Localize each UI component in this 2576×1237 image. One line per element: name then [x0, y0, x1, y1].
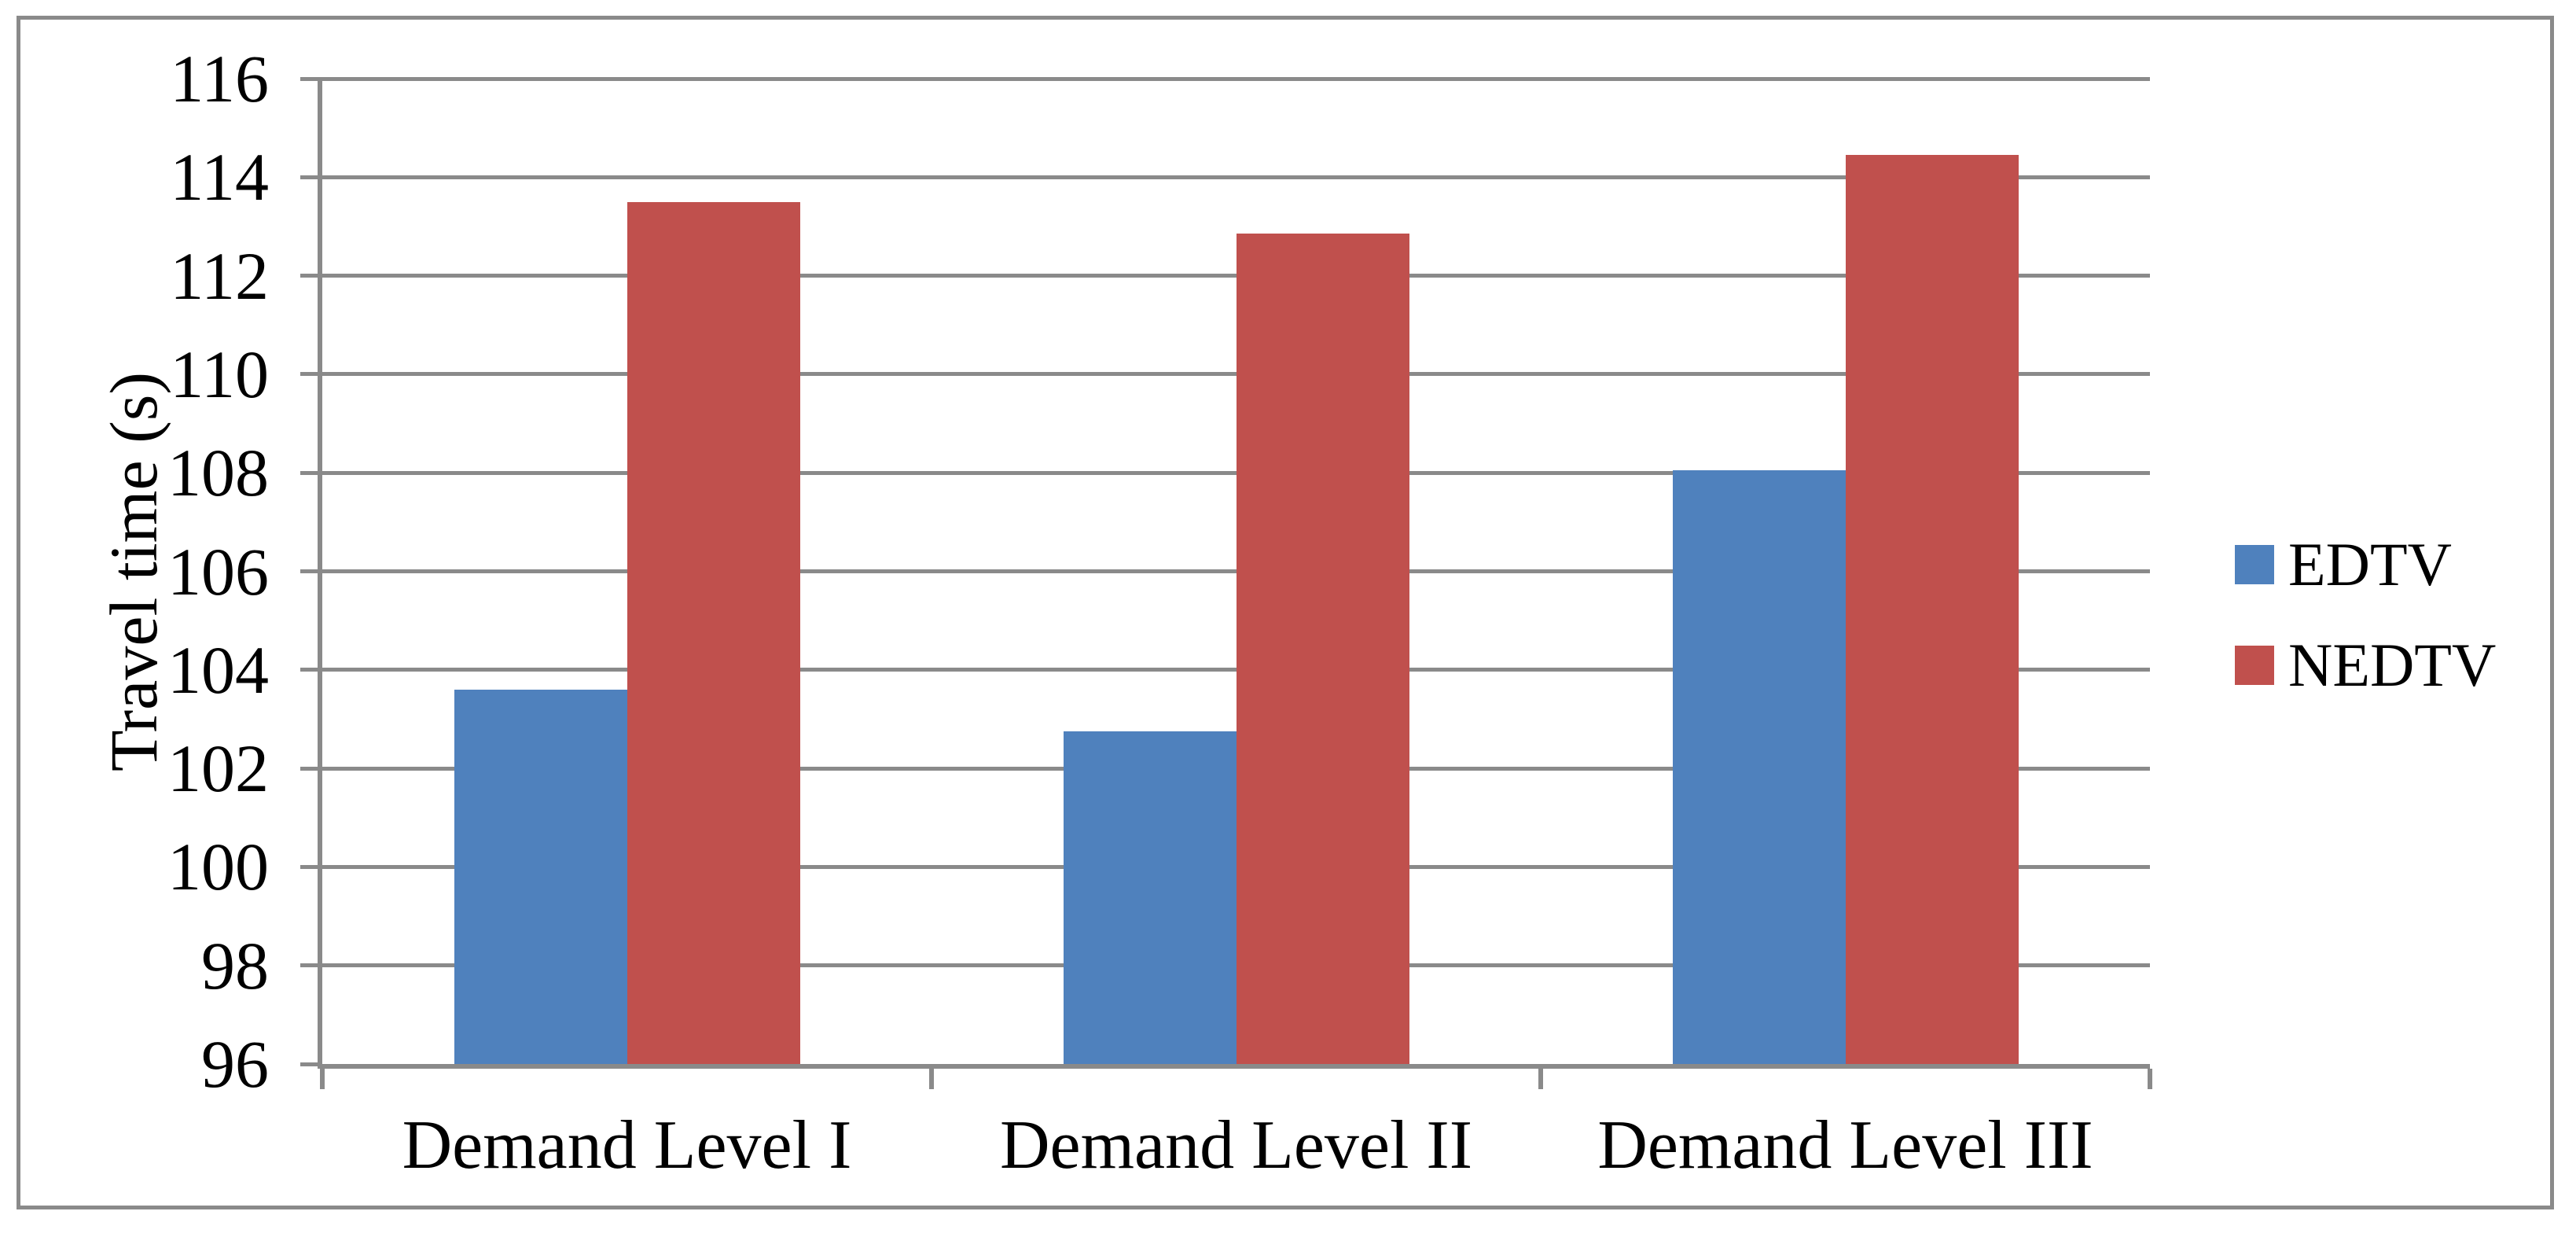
y-tick-label-112: 112 — [170, 237, 269, 314]
x-category-label-demand-level-i: Demand Level I — [402, 1107, 852, 1184]
x-category-label-demand-level-ii: Demand Level II — [999, 1107, 1473, 1184]
bar-edtv-demand-level-i — [454, 689, 627, 1064]
y-tick-mark-116 — [300, 76, 322, 81]
bar-edtv-demand-level-iii — [1672, 470, 1846, 1064]
y-tick-label-102: 102 — [167, 731, 269, 807]
y-tick-mark-108 — [300, 470, 322, 475]
legend-label-nedtv: NEDTV — [2288, 631, 2497, 699]
y-tick-mark-100 — [300, 864, 322, 869]
y-tick-mark-104 — [300, 668, 322, 672]
y-tick-label-114: 114 — [170, 139, 269, 215]
y-tick-label-116: 116 — [170, 41, 269, 116]
y-tick-label-104: 104 — [167, 631, 269, 708]
x-category-label-demand-level-iii: Demand Level III — [1597, 1107, 2093, 1184]
bar-nedtv-demand-level-iii — [1845, 155, 2019, 1064]
y-tick-mark-102 — [300, 766, 322, 771]
bar-edtv-demand-level-ii — [1063, 731, 1237, 1064]
plot-area — [318, 76, 2150, 1069]
legend-item-nedtv: NEDTV — [2235, 634, 2496, 697]
x-tick-mark-1 — [929, 1069, 934, 1089]
legend-swatch-nedtv-icon — [2235, 646, 2274, 685]
y-tick-label-106: 106 — [167, 533, 269, 609]
y-tick-label-110: 110 — [170, 336, 269, 412]
y-tick-mark-114 — [300, 175, 322, 179]
x-tick-mark-2 — [1538, 1069, 1543, 1089]
bar-nedtv-demand-level-i — [627, 201, 800, 1064]
x-tick-mark-0 — [320, 1069, 325, 1089]
legend-item-edtv: EDTV — [2235, 533, 2496, 596]
y-tick-label-108: 108 — [167, 435, 269, 511]
bar-nedtv-demand-level-ii — [1236, 234, 1409, 1064]
y-tick-label-96: 96 — [201, 1026, 269, 1102]
y-tick-mark-96 — [300, 1062, 322, 1066]
y-tick-label-98: 98 — [201, 927, 269, 1003]
y-tick-mark-110 — [300, 372, 322, 377]
y-tick-mark-112 — [300, 274, 322, 278]
legend-label-edtv: EDTV — [2288, 530, 2452, 598]
figure-outer-frame — [17, 16, 2554, 1209]
gridline-114 — [322, 175, 2150, 179]
x-tick-mark-3 — [2148, 1069, 2152, 1089]
gridline-116 — [322, 76, 2150, 81]
y-tick-mark-106 — [300, 569, 322, 573]
legend-swatch-edtv-icon — [2235, 545, 2274, 584]
legend: EDTV NEDTV — [2235, 533, 2496, 734]
y-tick-label-100: 100 — [167, 829, 269, 905]
y-tick-mark-98 — [300, 963, 322, 968]
